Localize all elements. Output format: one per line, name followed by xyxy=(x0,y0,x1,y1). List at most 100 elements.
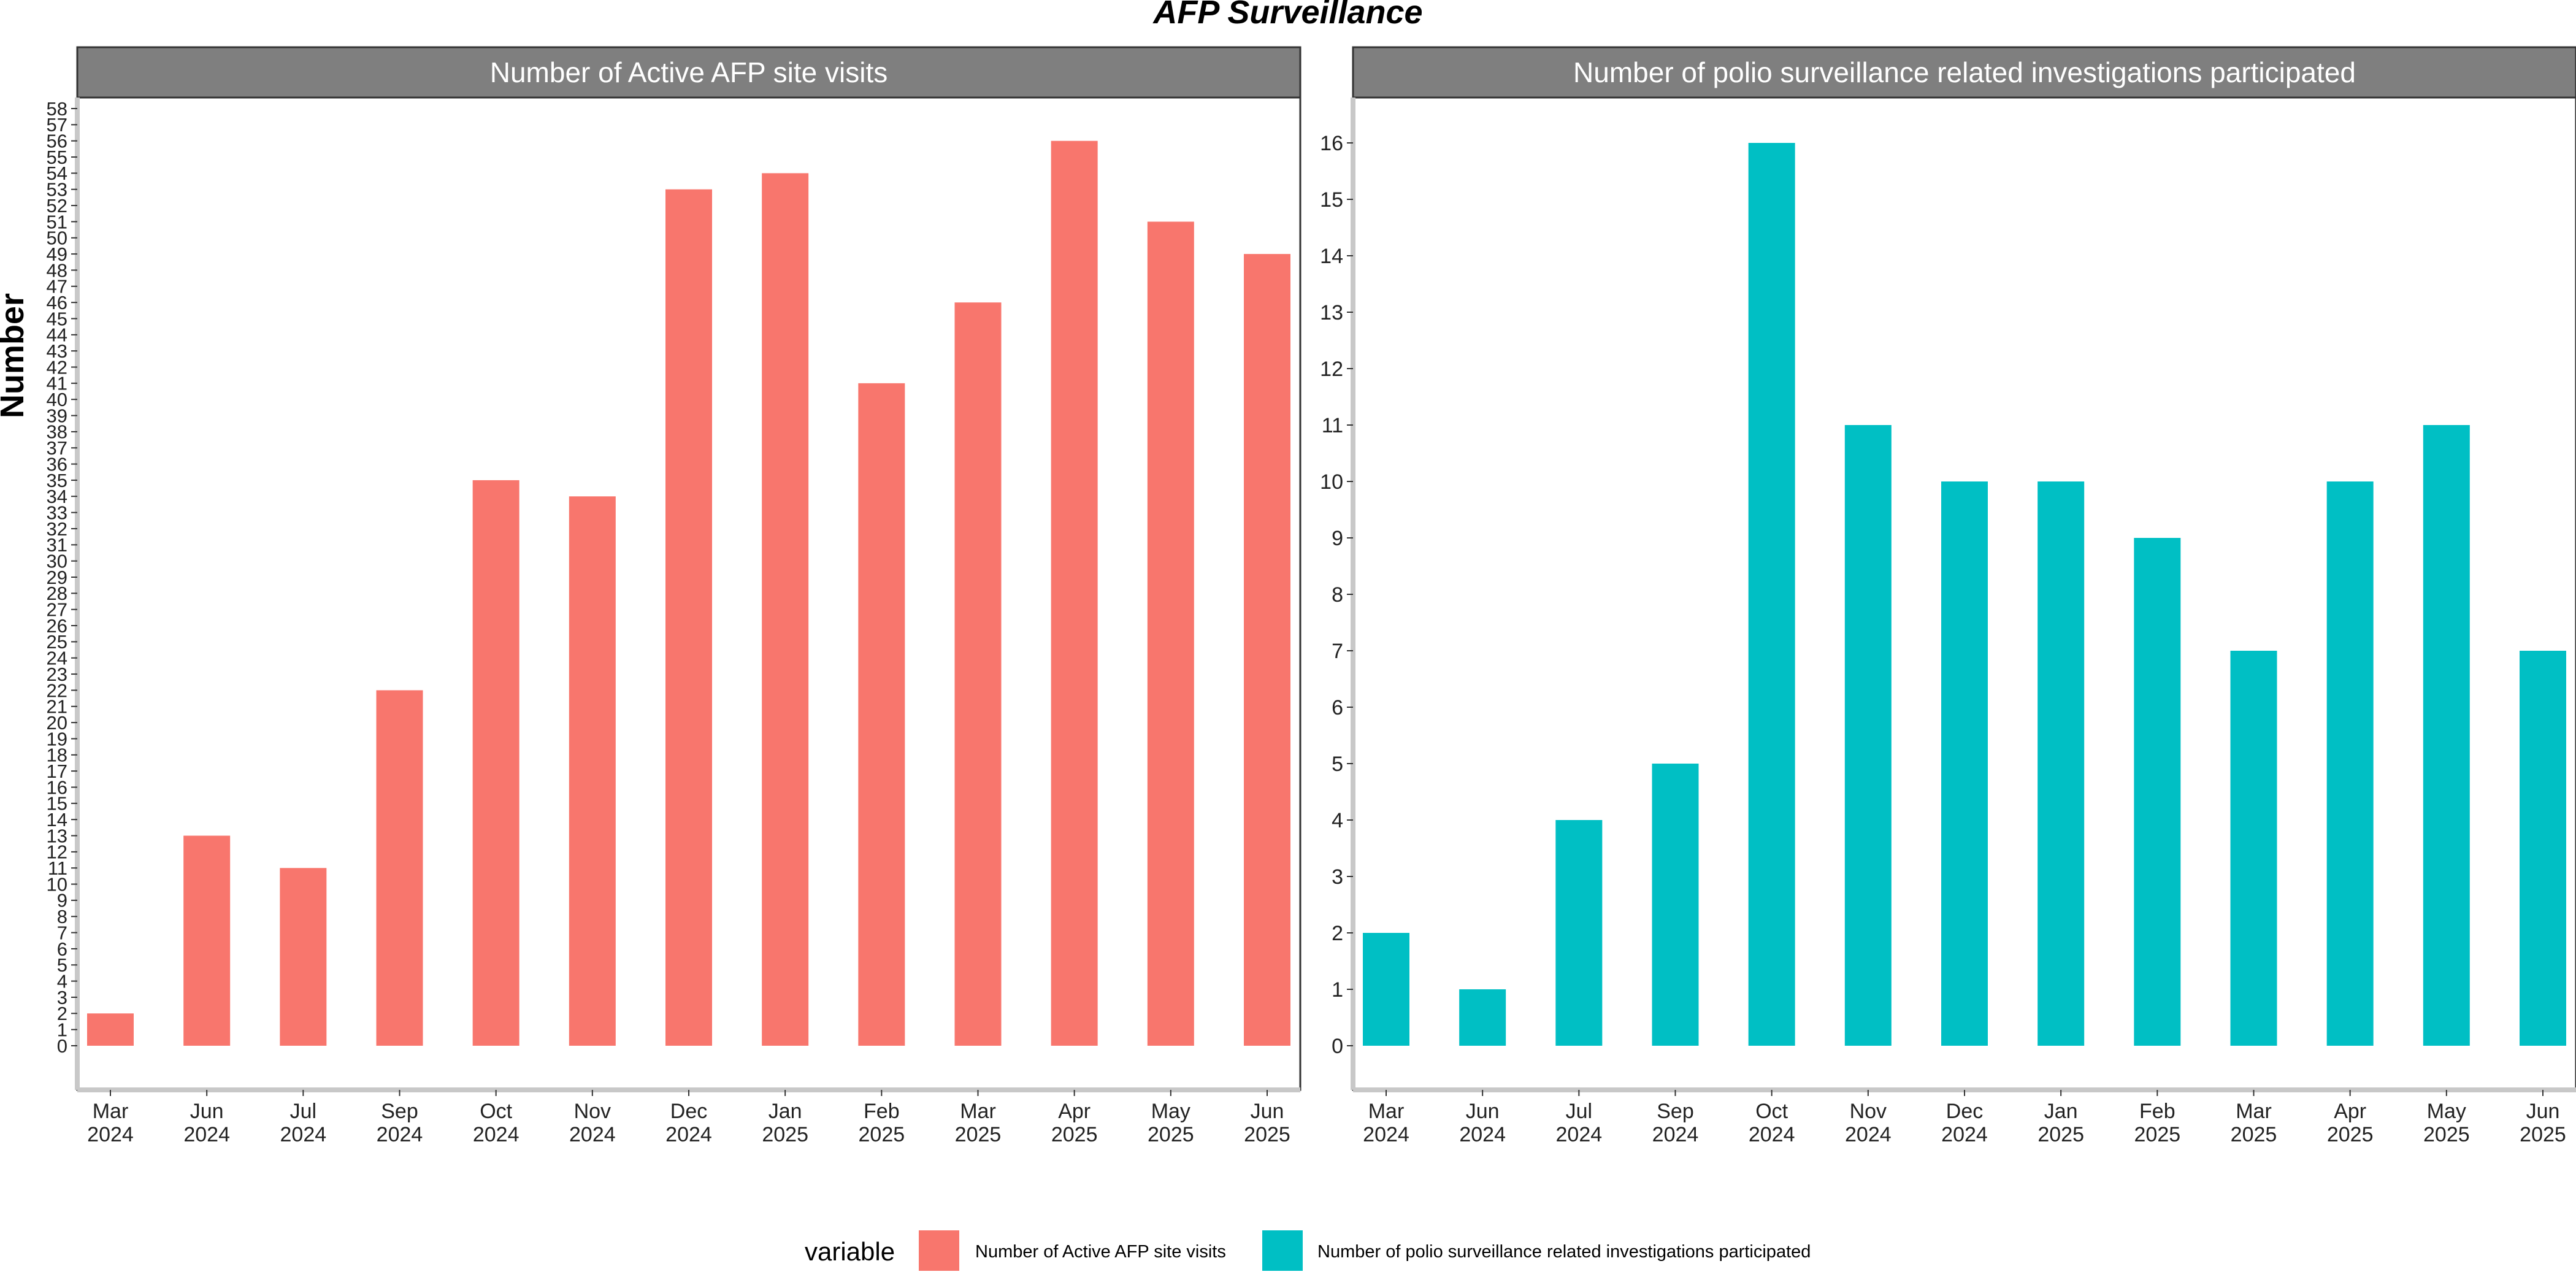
y-tick-label: 39 xyxy=(47,405,67,426)
bar: Sep 2024: 5 xyxy=(1652,764,1699,1046)
y-tick-label: 12 xyxy=(1320,358,1343,381)
x-tick-label: 2025 xyxy=(2327,1123,2374,1146)
x-tick-label: Feb xyxy=(864,1100,900,1123)
x-tick-label: Apr xyxy=(2334,1100,2366,1123)
x-tick-label: 2025 xyxy=(1051,1123,1098,1146)
x-tick-label: 2024 xyxy=(1941,1123,1988,1146)
y-tick-label: 36 xyxy=(47,453,67,475)
x-tick-label: Apr xyxy=(1058,1100,1091,1123)
y-tick-label: 2 xyxy=(57,1003,67,1024)
y-tick-label: 38 xyxy=(47,421,67,443)
x-tick-label: Nov xyxy=(574,1100,611,1123)
x-tick-label: 2025 xyxy=(2520,1123,2566,1146)
bar: Apr 2025: 56 xyxy=(1051,140,1098,1046)
y-tick-label: 24 xyxy=(47,648,67,669)
y-tick-label: 48 xyxy=(47,259,67,281)
x-tick-label: Jun xyxy=(190,1100,224,1123)
y-tick-label: 32 xyxy=(47,518,67,540)
y-tick-label: 4 xyxy=(1332,809,1343,832)
bar: Mar 2024: 2 xyxy=(87,1013,134,1046)
y-tick-label: 0 xyxy=(1332,1035,1343,1058)
x-tick-label: 2025 xyxy=(2231,1123,2277,1146)
y-tick-label: 56 xyxy=(47,131,67,152)
x-tick-label: 2024 xyxy=(1363,1123,1409,1146)
x-tick-label: Jan xyxy=(2044,1100,2078,1123)
y-tick-label: 11 xyxy=(48,857,67,879)
y-tick-label: 16 xyxy=(47,776,67,798)
y-tick-label: 6 xyxy=(57,938,67,960)
y-tick-label: 42 xyxy=(47,356,67,378)
y-tick-label: 11 xyxy=(1322,414,1343,437)
x-tick-label: 2024 xyxy=(377,1123,423,1146)
x-tick-label: Sep xyxy=(1657,1100,1694,1123)
y-tick-label: 49 xyxy=(47,243,67,265)
y-tick-label: 1 xyxy=(57,1019,67,1041)
y-tick-label: 28 xyxy=(47,583,67,604)
y-tick-label: 8 xyxy=(1332,583,1343,607)
bar: Jun 2025: 7 xyxy=(2520,651,2566,1046)
x-tick-label: Mar xyxy=(2236,1100,2272,1123)
y-tick-label: 13 xyxy=(47,825,67,846)
y-tick-label: 18 xyxy=(47,745,67,766)
y-tick-label: 34 xyxy=(47,486,67,507)
y-tick-label: 13 xyxy=(1320,301,1343,324)
x-tick-label: Mar xyxy=(960,1100,996,1123)
y-tick-label: 12 xyxy=(47,841,67,863)
bar: Nov 2024: 11 xyxy=(1844,425,1892,1046)
bar: Jun 2024: 1 xyxy=(1459,989,1506,1046)
chart-panel-1: Number of Active AFP site visits01234567… xyxy=(47,46,1301,1146)
y-tick-label: 44 xyxy=(47,324,67,346)
y-tick-label: 16 xyxy=(1320,132,1343,155)
bar: Sep 2024: 22 xyxy=(376,690,423,1046)
y-tick-label: 10 xyxy=(1320,470,1343,494)
y-tick-label: 50 xyxy=(47,228,67,249)
x-tick-label: 2025 xyxy=(955,1123,1002,1146)
y-tick-label: 9 xyxy=(57,890,67,911)
x-tick-label: 2024 xyxy=(183,1123,230,1146)
x-tick-label: Jun xyxy=(2526,1100,2560,1123)
y-tick-label: 7 xyxy=(1332,640,1343,663)
bar: Feb 2025: 41 xyxy=(858,383,905,1046)
panel-strip xyxy=(1352,46,2576,99)
y-tick-label: 15 xyxy=(1320,188,1343,212)
y-tick-label: 3 xyxy=(1332,865,1343,889)
y-tick-label: 17 xyxy=(47,761,67,782)
x-tick-label: 2024 xyxy=(1845,1123,1892,1146)
y-tick-label: 1 xyxy=(1332,978,1343,1002)
bar: Jan 2025: 10 xyxy=(2037,481,2085,1046)
x-tick-label: Jul xyxy=(1566,1100,1592,1123)
bar: May 2025: 11 xyxy=(2423,425,2470,1046)
y-tick-label: 22 xyxy=(47,680,67,701)
bar: Mar 2025: 46 xyxy=(954,302,1002,1046)
bar: Oct 2024: 16 xyxy=(1748,143,1795,1046)
y-tick-label: 5 xyxy=(57,954,67,976)
y-tick-label: 19 xyxy=(47,728,67,749)
y-tick-label: 55 xyxy=(47,147,67,168)
y-tick-label: 9 xyxy=(1332,527,1343,550)
y-tick-label: 46 xyxy=(47,292,67,313)
y-tick-label: 35 xyxy=(47,470,67,491)
y-tick-label: 25 xyxy=(47,631,67,653)
bar: Dec 2024: 53 xyxy=(665,189,712,1046)
panel-title: Number of Active AFP site visits xyxy=(490,56,888,88)
panel-title: Number of polio surveillance related inv… xyxy=(1573,56,2356,88)
x-tick-label: Jun xyxy=(1466,1100,1500,1123)
panel-strip xyxy=(76,46,1301,99)
y-tick-label: 4 xyxy=(57,970,67,992)
x-tick-label: 2024 xyxy=(1652,1123,1699,1146)
bar: Jan 2025: 54 xyxy=(762,173,809,1046)
y-tick-label: 40 xyxy=(47,389,67,410)
x-tick-label: Feb xyxy=(2139,1100,2175,1123)
x-tick-label: Jan xyxy=(769,1100,802,1123)
y-tick-label: 30 xyxy=(47,551,67,572)
y-tick-label: 58 xyxy=(47,98,67,120)
y-tick-label: 45 xyxy=(47,308,67,329)
bar: Nov 2024: 34 xyxy=(569,496,616,1046)
x-tick-label: 2025 xyxy=(2037,1123,2084,1146)
bar: Jun 2024: 13 xyxy=(183,835,231,1046)
x-tick-label: 2025 xyxy=(762,1123,808,1146)
x-tick-label: May xyxy=(1151,1100,1190,1123)
x-tick-label: 2024 xyxy=(87,1123,134,1146)
y-tick-label: 20 xyxy=(47,712,67,734)
